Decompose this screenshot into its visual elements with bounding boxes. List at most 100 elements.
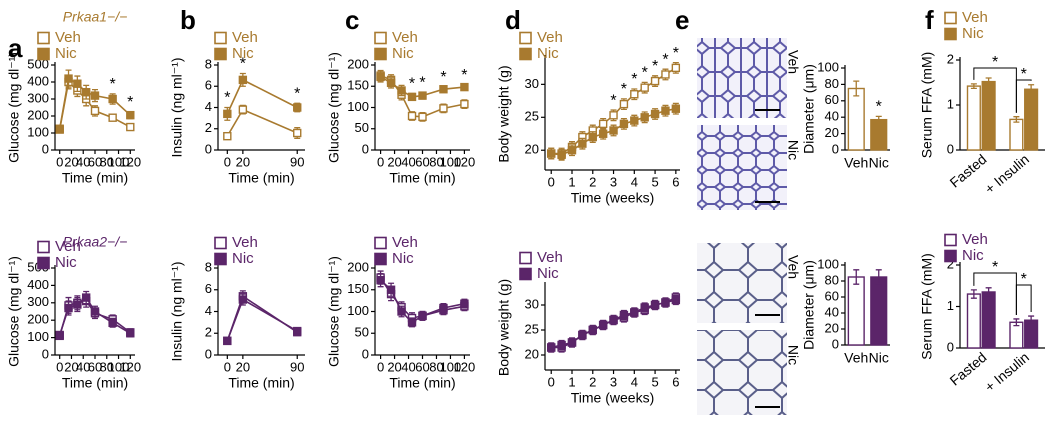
y-axis-label: Diameter (μm) [801, 64, 817, 154]
data-point [640, 303, 649, 312]
legend-swatch [944, 11, 957, 25]
significance: * [610, 92, 616, 109]
data-point [293, 128, 302, 138]
x-tick-label: 20 [387, 154, 401, 169]
panel-label: b [180, 5, 196, 35]
x-tick-label: 80 [429, 154, 443, 169]
x-axis-label: Time (min) [62, 375, 128, 391]
data-point [588, 325, 597, 335]
y-tick-label: 100 [347, 99, 369, 114]
legend-label: Veh [962, 9, 988, 26]
legend-label: Nic [962, 247, 984, 264]
data-point [108, 113, 117, 122]
x-axis-label: Time (min) [389, 170, 455, 186]
data-point [81, 293, 91, 302]
data-point [439, 303, 448, 313]
data-point [578, 139, 587, 148]
legend-label: Veh [537, 249, 563, 266]
legend-swatch [519, 267, 532, 281]
data-point [588, 132, 597, 142]
data-point [73, 79, 82, 88]
legend-label: Nic [537, 265, 559, 282]
data-point [439, 104, 448, 113]
data-point [640, 113, 649, 122]
data-point [64, 74, 73, 83]
y-axis-label: Glucose (mg dl⁻¹) [6, 256, 22, 367]
x-tick-label: 40 [76, 154, 90, 169]
error-bar [853, 269, 860, 285]
significance: * [662, 51, 668, 68]
y-tick-label: 300 [27, 90, 49, 105]
error-bar [875, 269, 882, 285]
y-tick-label: 60 [825, 288, 839, 303]
legend-swatch [944, 249, 957, 263]
legend-label: Nic [55, 45, 77, 62]
significance: * [127, 94, 133, 111]
data-point [650, 109, 660, 119]
data-point [386, 285, 396, 294]
legend-swatch [374, 236, 387, 250]
data-point [376, 72, 385, 82]
data-point [609, 126, 618, 135]
x-tick-label: 0 [377, 359, 384, 374]
panel-label: d [505, 5, 521, 35]
legend-label: Nic [232, 250, 254, 267]
x-tick-label: 1 [568, 374, 575, 389]
error-bar [1028, 315, 1035, 325]
legend-label: Veh [55, 238, 81, 255]
data-point [223, 336, 232, 346]
significance: * [992, 54, 998, 71]
y-tick-label: 60 [825, 92, 839, 107]
x-tick-label: 120 [119, 359, 141, 374]
data-point [630, 116, 639, 125]
data-point [671, 63, 681, 73]
legend-swatch [374, 31, 387, 45]
y-tick-label: 0 [42, 346, 49, 361]
error-bar [970, 289, 977, 299]
y-tick-label: 400 [27, 73, 49, 88]
legend-swatch [214, 252, 227, 266]
y-tick-label: 40 [825, 109, 839, 124]
data-point [418, 311, 427, 321]
x-tick-label: 2 [589, 174, 596, 189]
legend-label: Veh [537, 29, 563, 46]
data-point [460, 99, 469, 109]
x-tick-label: + Insulin [982, 151, 1033, 197]
significance: * [652, 58, 658, 75]
y-tick-label: 1 [947, 298, 954, 313]
data-point [630, 90, 639, 99]
bar [966, 85, 981, 151]
significance: * [673, 45, 679, 62]
y-tick-label: 2 [205, 120, 212, 135]
x-tick-label: 20 [236, 359, 250, 374]
data-point [73, 300, 82, 309]
data-point [90, 106, 100, 116]
data-point [650, 76, 660, 86]
y-tick-label: 2 [205, 325, 212, 340]
data-point [223, 131, 232, 141]
bar [847, 87, 865, 151]
x-tick-label: 0 [548, 174, 555, 189]
data-point [376, 275, 385, 285]
micrograph [697, 243, 787, 323]
legend-swatch [214, 31, 227, 45]
y-tick-label: 100 [817, 256, 839, 271]
legend-label: Nic [55, 254, 77, 271]
legend-swatch [374, 47, 387, 61]
data-point [223, 109, 232, 119]
legend-swatch [374, 252, 387, 266]
x-tick-label: 20 [236, 154, 250, 169]
x-axis-label: Time (weeks) [571, 190, 655, 206]
legend-label: Veh [232, 234, 258, 251]
x-tick-label: 90 [290, 359, 304, 374]
micrograph [697, 125, 787, 210]
series-line [226, 298, 298, 342]
panel-label: e [675, 5, 689, 35]
y-tick-label: 0 [205, 141, 212, 156]
data-point [630, 308, 639, 317]
y-tick-label: 50 [355, 120, 369, 135]
error-bar [853, 80, 860, 97]
x-tick-label: 3 [610, 174, 617, 189]
data-point [619, 119, 629, 129]
